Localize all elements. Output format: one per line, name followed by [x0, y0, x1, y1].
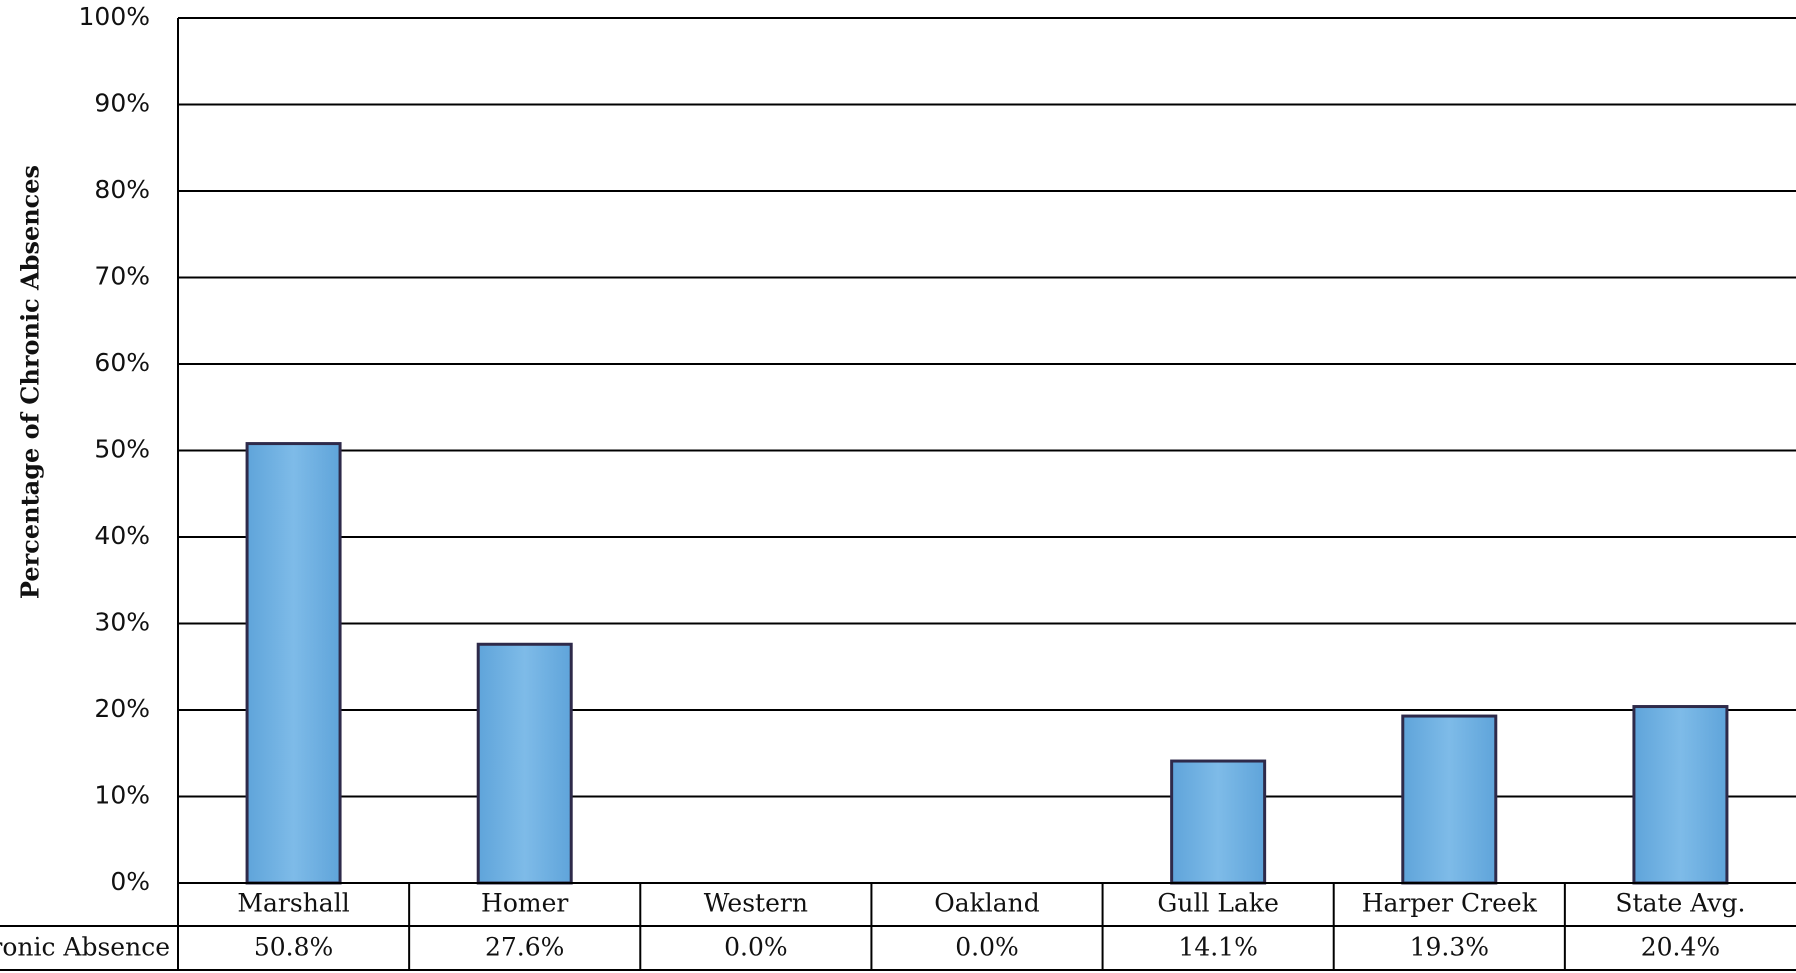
- data-table: Marshall 50.8% Homer 27.6% Western 0.0% Oaklan…: [0, 883, 1796, 971]
- y-tick-labels: 0% 10% 20% 30% 40% 50% 60% 70% 80% 90% 100%: [79, 2, 150, 896]
- data-label: 19.3%: [1410, 933, 1489, 962]
- y-tick-label: 20%: [94, 694, 150, 723]
- y-axis-title: Percentage of Chronic Absences: [16, 165, 45, 599]
- gridlines: [178, 17, 1796, 798]
- bar: [1401, 714, 1498, 885]
- table-row-label: Chronic Absence: [0, 933, 170, 962]
- data-label: 50.8%: [254, 933, 333, 962]
- bars: [245, 442, 1729, 885]
- data-label: 0.0%: [724, 933, 788, 962]
- y-tick-label: 30%: [94, 608, 150, 637]
- y-tick-label: 10%: [94, 781, 150, 810]
- x-category-label: Oakland: [934, 889, 1040, 918]
- bar: [245, 442, 342, 885]
- x-category-label: Gull Lake: [1157, 889, 1278, 918]
- y-tick-label: 40%: [94, 521, 150, 550]
- x-category-label: Western: [704, 889, 808, 918]
- axes: [177, 18, 1796, 970]
- y-tick-label: 90%: [94, 89, 150, 118]
- bar: [476, 642, 573, 885]
- y-tick-label: 60%: [94, 348, 150, 377]
- data-label: 14.1%: [1178, 933, 1257, 962]
- data-label: 20.4%: [1641, 933, 1720, 962]
- x-category-label: Harper Creek: [1362, 889, 1538, 918]
- bar: [1632, 705, 1729, 885]
- y-tick-label: 80%: [94, 175, 150, 204]
- x-category-label: Homer: [481, 889, 568, 918]
- y-tick-label: 70%: [94, 262, 150, 291]
- y-tick-label: 0%: [110, 867, 150, 896]
- bar: [1170, 759, 1267, 885]
- x-category-label: Marshall: [237, 889, 349, 918]
- y-tick-label: 50%: [94, 435, 150, 464]
- data-label: 0.0%: [955, 933, 1019, 962]
- y-tick-label: 100%: [79, 2, 150, 31]
- data-label: 27.6%: [485, 933, 564, 962]
- x-category-label: State Avg.: [1615, 889, 1745, 918]
